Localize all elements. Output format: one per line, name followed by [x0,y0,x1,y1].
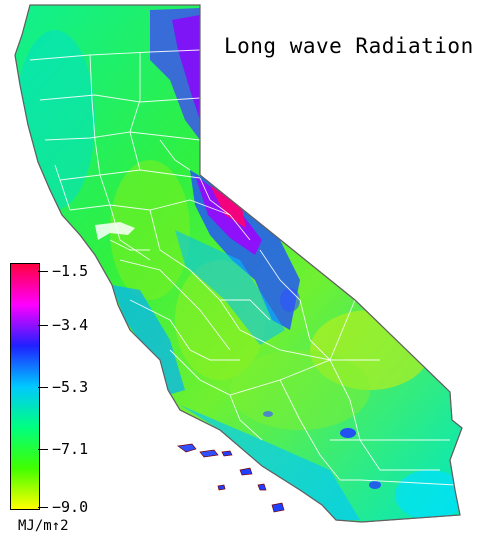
state-outline [14,4,463,523]
legend-unit: MJ/m↑2 [18,518,69,534]
colorbar-tick [38,507,48,508]
colorbar-tick [38,325,48,326]
colorbar-tick [38,271,48,272]
colorbar-tick-label: −1.5 [52,262,89,280]
bay-water [95,222,135,240]
colorbar-tick-label: −3.4 [52,316,89,334]
county-boundaries [29,49,456,486]
colorbar-tick-label: −9.0 [52,498,89,516]
colorbar [10,263,40,510]
colorbar-tick [38,387,48,388]
map-title: Long wave Radiation [224,34,474,58]
channel-islands [177,443,285,513]
colorbar-tick [38,449,48,450]
colorbar-tick-label: −7.1 [52,440,89,458]
colorbar-tick-label: −5.3 [52,378,89,396]
